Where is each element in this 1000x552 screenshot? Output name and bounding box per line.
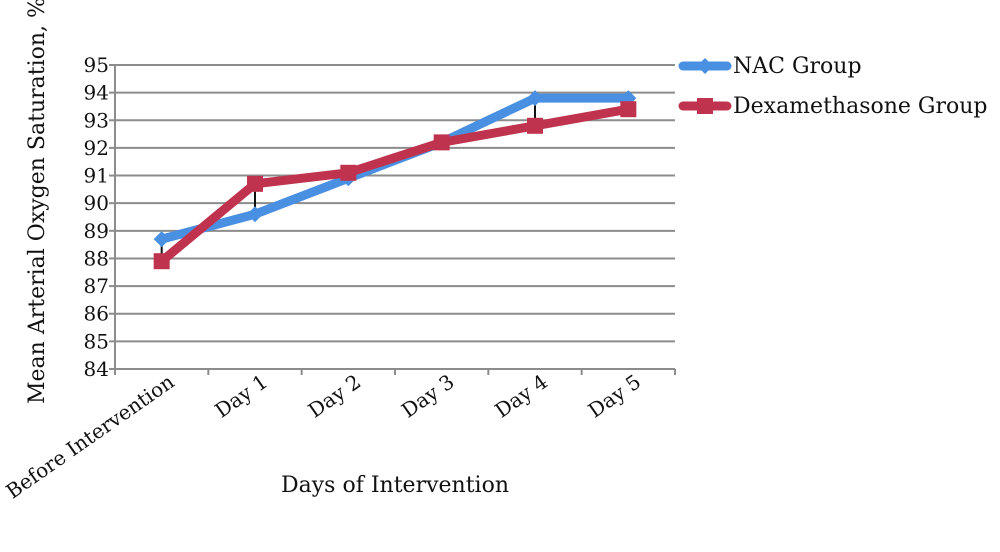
series-0-point-1 bbox=[247, 206, 263, 223]
series-0-point-0 bbox=[153, 231, 170, 248]
legend-swatch-marker-0 bbox=[697, 58, 713, 74]
y-tick-labels: 84 85 86 87 88 89 90 91 92 93 94 95 bbox=[84, 53, 109, 381]
series-0-point-4 bbox=[527, 90, 543, 107]
y-tick-label-89: 89 bbox=[84, 219, 109, 243]
series-1-point-5 bbox=[620, 101, 637, 118]
y-tick-label-93: 93 bbox=[84, 108, 109, 132]
series-1-point-0 bbox=[153, 253, 170, 270]
grid-lines bbox=[115, 64, 675, 370]
series-line-1 bbox=[157, 104, 633, 266]
y-tick-label-87: 87 bbox=[84, 274, 109, 298]
axes bbox=[109, 64, 676, 375]
x-tick-label-3: Day 3 bbox=[397, 369, 459, 422]
y-tick-label-92: 92 bbox=[84, 136, 109, 160]
legend-swatch-marker-1 bbox=[697, 98, 713, 114]
x-tick-label-2: Day 2 bbox=[304, 369, 366, 422]
y-tick-label-91: 91 bbox=[84, 164, 109, 188]
y-tick-label-90: 90 bbox=[84, 191, 109, 215]
legend-label-0: NAC Group bbox=[733, 54, 862, 79]
y-tick-label-95: 95 bbox=[84, 53, 109, 77]
y-axis-title: Mean Arterial Oxygen Saturation, % bbox=[25, 0, 50, 404]
series-markers bbox=[153, 90, 637, 270]
x-tick-label-1: Day 1 bbox=[210, 369, 272, 422]
x-tick-label-5: Day 5 bbox=[584, 369, 646, 422]
x-axis-title: Days of Intervention bbox=[281, 473, 509, 498]
y-tick-label-86: 86 bbox=[84, 302, 109, 326]
series-1-point-4 bbox=[527, 117, 543, 134]
y-tick-label-84: 84 bbox=[84, 357, 109, 381]
legend: NAC Group Dexamethasone Group bbox=[678, 54, 988, 119]
y-tick-label-85: 85 bbox=[84, 329, 109, 353]
y-tick-label-88: 88 bbox=[84, 246, 109, 270]
series-1-point-2 bbox=[340, 164, 357, 181]
legend-label-1: Dexamethasone Group bbox=[733, 94, 988, 119]
series-1-point-1 bbox=[247, 175, 263, 192]
series-1-point-3 bbox=[433, 134, 450, 151]
y-tick-label-94: 94 bbox=[84, 81, 109, 105]
series-lines bbox=[157, 93, 633, 266]
x-tick-label-4: Day 4 bbox=[490, 369, 552, 422]
